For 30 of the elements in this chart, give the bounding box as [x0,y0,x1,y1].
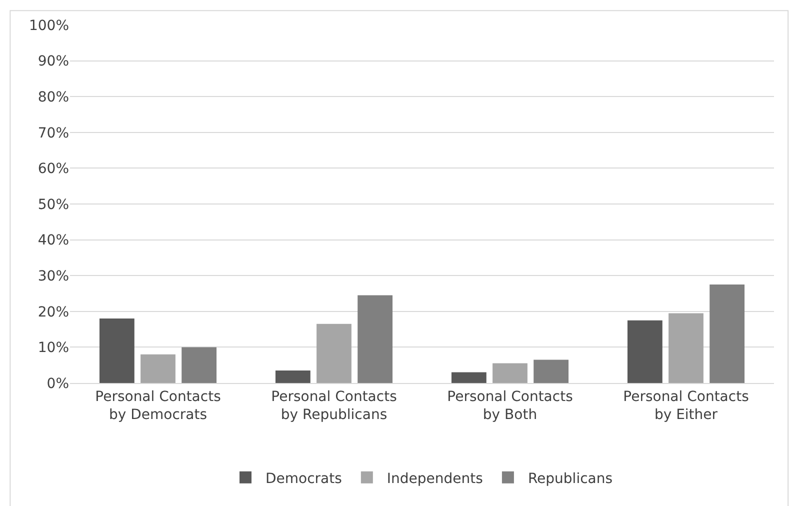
x-tick-label: Personal Contacts by Both [447,388,573,423]
y-tick-label: 100% [28,18,69,34]
x-tick-label: Personal Contacts by Either [623,388,749,423]
y-tick-label: 10% [38,340,69,356]
x-tick-label: Personal Contacts by Republicans [271,388,397,423]
legend-label: Republicans [528,470,613,487]
bar [182,347,217,383]
bar [99,318,134,383]
y-tick-label: 70% [38,125,69,142]
bar [627,320,662,383]
y-tick-label: 50% [38,196,69,213]
x-tick-label: Personal Contacts by Democrats [95,388,221,423]
bar [275,370,310,383]
y-tick-label: 40% [38,232,69,249]
y-tick-label: 20% [38,304,69,320]
legend-label: Independents [386,470,483,487]
y-tick-label: 30% [38,268,69,284]
y-tick-label: 60% [38,161,69,178]
bar [492,363,528,383]
bar [710,284,745,383]
bar [451,372,486,383]
bar [668,313,704,383]
y-tick-label: 80% [38,90,69,106]
bar [316,324,352,383]
y-tick-label: 0% [46,376,69,392]
legend-label: Democrats [266,470,342,487]
bar [534,360,569,383]
bar [358,295,393,383]
y-tick-label: 90% [38,54,69,70]
bar [140,354,176,383]
